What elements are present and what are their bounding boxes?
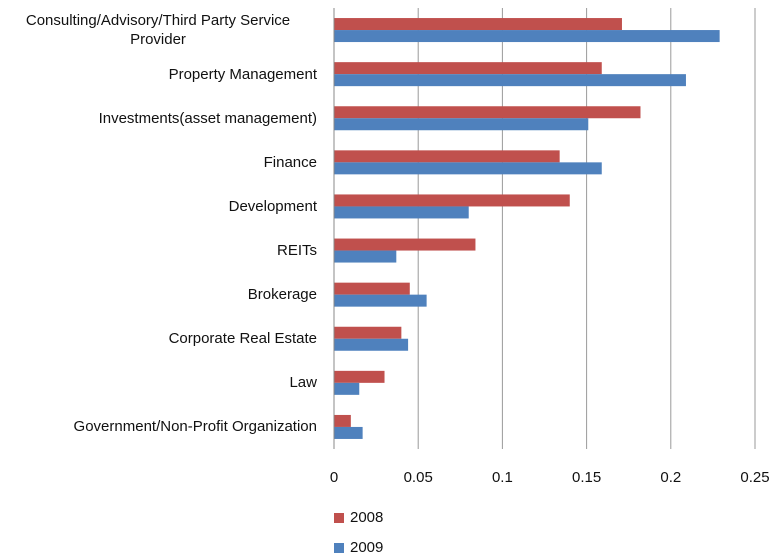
bar bbox=[334, 326, 402, 339]
y-tick-label: Finance bbox=[0, 140, 317, 184]
bar bbox=[334, 338, 409, 351]
bar bbox=[334, 238, 476, 251]
x-tick-label: 0.2 bbox=[660, 469, 681, 486]
y-tick-text: Investments(asset management) bbox=[98, 109, 317, 127]
bar bbox=[334, 426, 363, 439]
y-tick-text: Consulting/Advisory/Third Party Service … bbox=[25, 12, 291, 49]
bar bbox=[334, 414, 351, 427]
x-tick-label: 0.15 bbox=[572, 469, 601, 486]
x-tick-label: 0.25 bbox=[740, 469, 769, 486]
legend-swatch bbox=[334, 543, 344, 553]
y-tick-text: Government/Non-Profit Organization bbox=[73, 418, 317, 436]
bar bbox=[334, 282, 410, 295]
y-tick-text: Brokerage bbox=[247, 286, 317, 304]
y-tick-text: Law bbox=[289, 374, 317, 392]
y-tick-label: Consulting/Advisory/Third Party Service … bbox=[0, 8, 317, 52]
y-tick-label: Brokerage bbox=[0, 273, 317, 317]
legend-label: 2009 bbox=[350, 539, 383, 556]
y-tick-label: REITs bbox=[0, 229, 317, 273]
y-tick-label: Government/Non-Profit Organization bbox=[0, 405, 317, 449]
y-tick-label: Corporate Real Estate bbox=[0, 317, 317, 361]
bar bbox=[334, 106, 641, 119]
legend-swatch bbox=[334, 513, 344, 523]
bar bbox=[334, 62, 602, 75]
y-tick-text: REITs bbox=[276, 242, 317, 260]
y-tick-text: Corporate Real Estate bbox=[168, 330, 317, 348]
bar bbox=[334, 194, 570, 207]
y-tick-text: Finance bbox=[263, 153, 317, 171]
x-tick-label: 0 bbox=[330, 469, 338, 486]
x-tick-label: 0.1 bbox=[492, 469, 513, 486]
bar bbox=[334, 294, 427, 307]
bar bbox=[334, 30, 720, 43]
bar bbox=[334, 74, 686, 87]
y-tick-label: Development bbox=[0, 184, 317, 228]
bar bbox=[334, 382, 360, 395]
bar bbox=[334, 162, 602, 175]
y-tick-label: Property Management bbox=[0, 52, 317, 96]
y-tick-text: Development bbox=[228, 197, 317, 215]
y-tick-label: Law bbox=[0, 361, 317, 405]
x-tick-label: 0.05 bbox=[404, 469, 433, 486]
y-tick-text: Property Management bbox=[168, 65, 317, 83]
bar bbox=[334, 250, 397, 263]
bar bbox=[334, 370, 385, 383]
bar bbox=[334, 150, 560, 163]
bar bbox=[334, 118, 589, 131]
bar bbox=[334, 206, 469, 219]
y-tick-label: Investments(asset management) bbox=[0, 96, 317, 140]
bar bbox=[334, 18, 622, 31]
legend-label: 2008 bbox=[350, 509, 383, 526]
